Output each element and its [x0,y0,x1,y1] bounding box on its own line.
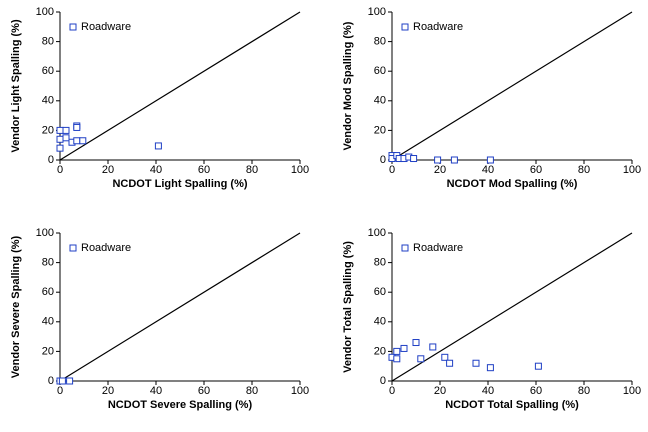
data-point [417,355,425,363]
y-tick-label: 60 [374,65,386,77]
legend-label: Roadware [81,21,131,33]
equality-line [59,232,301,382]
y-axis-label: Vendor Light Spalling (%) [10,19,22,153]
subplot: 0 20 40 60 80 100 0 20 40 60 80 100 NCDOT Light Spal… [10,6,309,190]
legend-marker [401,244,409,252]
x-tick-label: 80 [578,164,590,176]
y-axis-label: Vendor Total Spalling (%) [342,241,354,373]
x-tick-label: 20 [102,164,114,176]
x-tick-label: 100 [623,385,641,397]
y-tick-label: 100 [368,227,386,239]
y-tick-label: 40 [42,316,54,328]
y-tick-label: 40 [374,316,386,328]
subplot: 0 20 40 60 80 100 0 20 40 60 80 100 NCDOT Total Spal… [342,227,641,411]
equality-line [59,11,301,161]
x-tick-label: 80 [246,164,258,176]
x-tick-label: 20 [434,385,446,397]
x-tick-label: 20 [102,385,114,397]
y-axis-label: Vendor Mod Spalling (%) [342,21,354,150]
data-point [58,377,66,385]
y-tick-label: 40 [374,95,386,107]
x-tick-label: 0 [57,164,63,176]
y-tick-label: 20 [42,124,54,136]
y-tick-label: 0 [48,154,54,166]
y-tick-label: 0 [380,154,386,166]
x-tick-label: 100 [623,164,641,176]
x-tick-label: 60 [530,164,542,176]
subplot: 0 20 40 60 80 100 0 20 40 60 80 100 NCDOT Severe Spa… [10,227,309,411]
data-point [56,126,64,134]
data-point [446,359,454,367]
x-axis-label: NCDOT Total Spalling (%) [445,399,579,411]
data-point [73,123,81,131]
legend-label: Roadware [413,21,463,33]
data-point [410,155,418,163]
legend-marker [69,244,77,252]
x-tick-label: 40 [150,164,162,176]
y-tick-label: 60 [374,286,386,298]
data-point [534,362,542,370]
data-point [450,156,458,164]
data-point [62,134,70,142]
y-tick-label: 80 [42,257,54,269]
data-point [472,359,480,367]
y-tick-label: 0 [380,375,386,387]
x-tick-label: 60 [198,385,210,397]
y-tick-label: 40 [42,95,54,107]
equality-line [391,11,633,161]
data-point [486,364,494,372]
x-tick-label: 0 [389,164,395,176]
y-tick-label: 100 [36,227,54,239]
y-tick-label: 100 [36,6,54,18]
data-point [393,347,401,355]
y-tick-label: 0 [48,375,54,387]
data-point [429,343,437,351]
y-tick-label: 80 [374,36,386,48]
y-axis-label: Vendor Severe Spalling (%) [10,235,22,378]
data-point [66,377,74,385]
equality-line [391,232,633,382]
data-point [56,144,64,152]
data-point [441,353,449,361]
data-point [434,156,442,164]
y-tick-label: 20 [42,345,54,357]
x-tick-label: 40 [482,385,494,397]
y-tick-label: 20 [374,124,386,136]
x-tick-label: 20 [434,164,446,176]
subplot: 0 20 40 60 80 100 0 20 40 60 80 100 NCDOT Mod Spalli… [342,6,641,190]
data-point [400,344,408,352]
x-axis-label: NCDOT Light Spalling (%) [112,178,247,190]
y-tick-label: 60 [42,65,54,77]
legend-label: Roadware [413,242,463,254]
x-tick-label: 0 [389,385,395,397]
y-tick-label: 80 [42,36,54,48]
data-point [56,135,64,143]
y-tick-label: 80 [374,257,386,269]
x-tick-label: 80 [578,385,590,397]
x-axis-label: NCDOT Severe Spalling (%) [108,399,253,411]
data-point [486,156,494,164]
data-point [79,137,87,145]
x-axis-label: NCDOT Mod Spalling (%) [447,178,578,190]
legend-marker [69,23,77,31]
x-tick-label: 60 [530,385,542,397]
x-tick-label: 0 [57,385,63,397]
y-tick-label: 20 [374,345,386,357]
y-tick-label: 60 [42,286,54,298]
x-tick-label: 60 [198,164,210,176]
data-point [393,355,401,363]
data-point [73,137,81,145]
y-tick-label: 100 [368,6,386,18]
x-tick-label: 100 [291,164,309,176]
data-point [154,142,162,150]
x-tick-label: 40 [150,385,162,397]
legend-marker [401,23,409,31]
legend-label: Roadware [81,242,131,254]
x-tick-label: 80 [246,385,258,397]
x-tick-label: 40 [482,164,494,176]
x-tick-label: 100 [291,385,309,397]
data-point [412,339,420,347]
data-point [62,126,70,134]
